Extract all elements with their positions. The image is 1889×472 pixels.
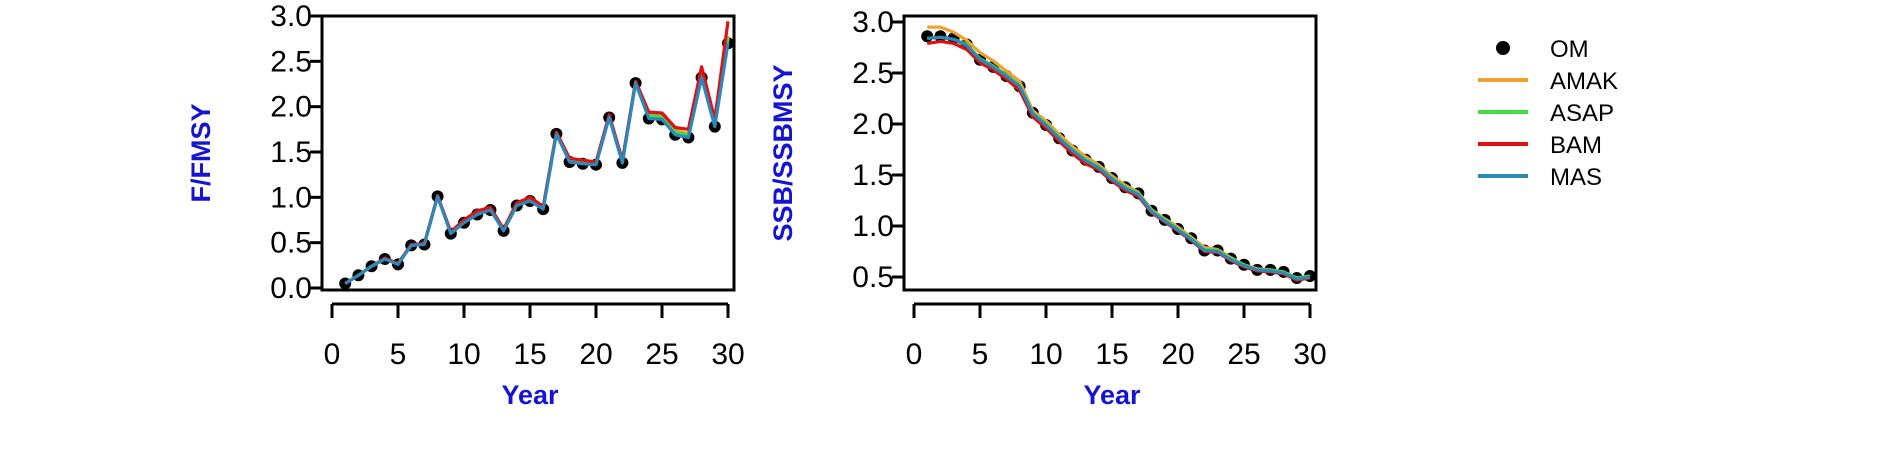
- y-tick-label: 2.5: [270, 45, 312, 78]
- y-tick-label: 0.5: [852, 261, 894, 294]
- series-line-bam: [344, 21, 730, 285]
- series-line-bam: [926, 39, 1311, 282]
- y-tick-label: 3.0: [852, 6, 894, 39]
- y-axis-title: F/FMSY: [186, 104, 216, 203]
- y-tick-label: 0.5: [270, 227, 312, 260]
- series-line-asap: [927, 35, 1311, 280]
- x-tick-label: 30: [711, 338, 744, 371]
- series-line-mas: [927, 35, 1311, 281]
- x-tick-label: 10: [447, 338, 480, 371]
- legend-label-amak: AMAK: [1550, 68, 1618, 95]
- legend-label-mas: MAS: [1550, 164, 1602, 191]
- y-tick-label: 2.0: [270, 91, 312, 124]
- x-tick-label: 0: [324, 338, 341, 371]
- y-tick-label: 1.5: [852, 159, 894, 192]
- legend: OM AMAK ASAP BAM MAS: [1478, 36, 1618, 191]
- legend-label-asap: ASAP: [1550, 100, 1614, 127]
- x-tick-label: 10: [1029, 338, 1062, 371]
- x-tick-label: 25: [645, 338, 678, 371]
- y-tick-label: 0.0: [270, 272, 312, 305]
- y-tick-label: 3.0: [270, 0, 312, 33]
- legend-marker-om: [1496, 41, 1510, 55]
- legend-label-om: OM: [1550, 36, 1589, 63]
- x-tick-label: 15: [513, 338, 546, 371]
- y-axis-title: SSB/SSBMSY: [768, 64, 798, 241]
- legend-label-bam: BAM: [1550, 132, 1602, 159]
- y-tick-label: 1.0: [270, 181, 312, 214]
- x-axis-title: Year: [501, 380, 559, 410]
- x-tick-label: 20: [579, 338, 612, 371]
- x-tick-label: 25: [1227, 338, 1260, 371]
- x-tick-label: 20: [1161, 338, 1194, 371]
- plot-frame: [902, 14, 1318, 292]
- plot-frame: [320, 14, 736, 292]
- chart-f-fmsy: 0.0 0.5 1.0 1.5 2.0 2.5 3.0 0 5 10 15 20 25 30 Year F/F…: [186, 0, 745, 410]
- om-point: [921, 30, 934, 43]
- y-tick-label: 2.0: [852, 108, 894, 141]
- x-tick-label: 15: [1095, 338, 1128, 371]
- x-tick-label: 0: [906, 338, 923, 371]
- y-tick-label: 1.0: [852, 210, 894, 243]
- x-tick-label: 5: [972, 338, 989, 371]
- x-axis-title: Year: [1083, 380, 1141, 410]
- x-tick-label: 5: [390, 338, 407, 371]
- x-tick-label: 30: [1293, 338, 1326, 371]
- series-line-asap: [344, 38, 730, 285]
- y-tick-label: 1.5: [270, 136, 312, 169]
- chart-ssb-ssbmsy: 0.5 1.0 1.5 2.0 2.5 3.0 0 5 10 15 20 25 30 Year SSB/SS…: [768, 6, 1327, 410]
- y-tick-label: 2.5: [852, 57, 894, 90]
- series-line-amak: [344, 35, 730, 285]
- series-line-mas: [344, 42, 730, 285]
